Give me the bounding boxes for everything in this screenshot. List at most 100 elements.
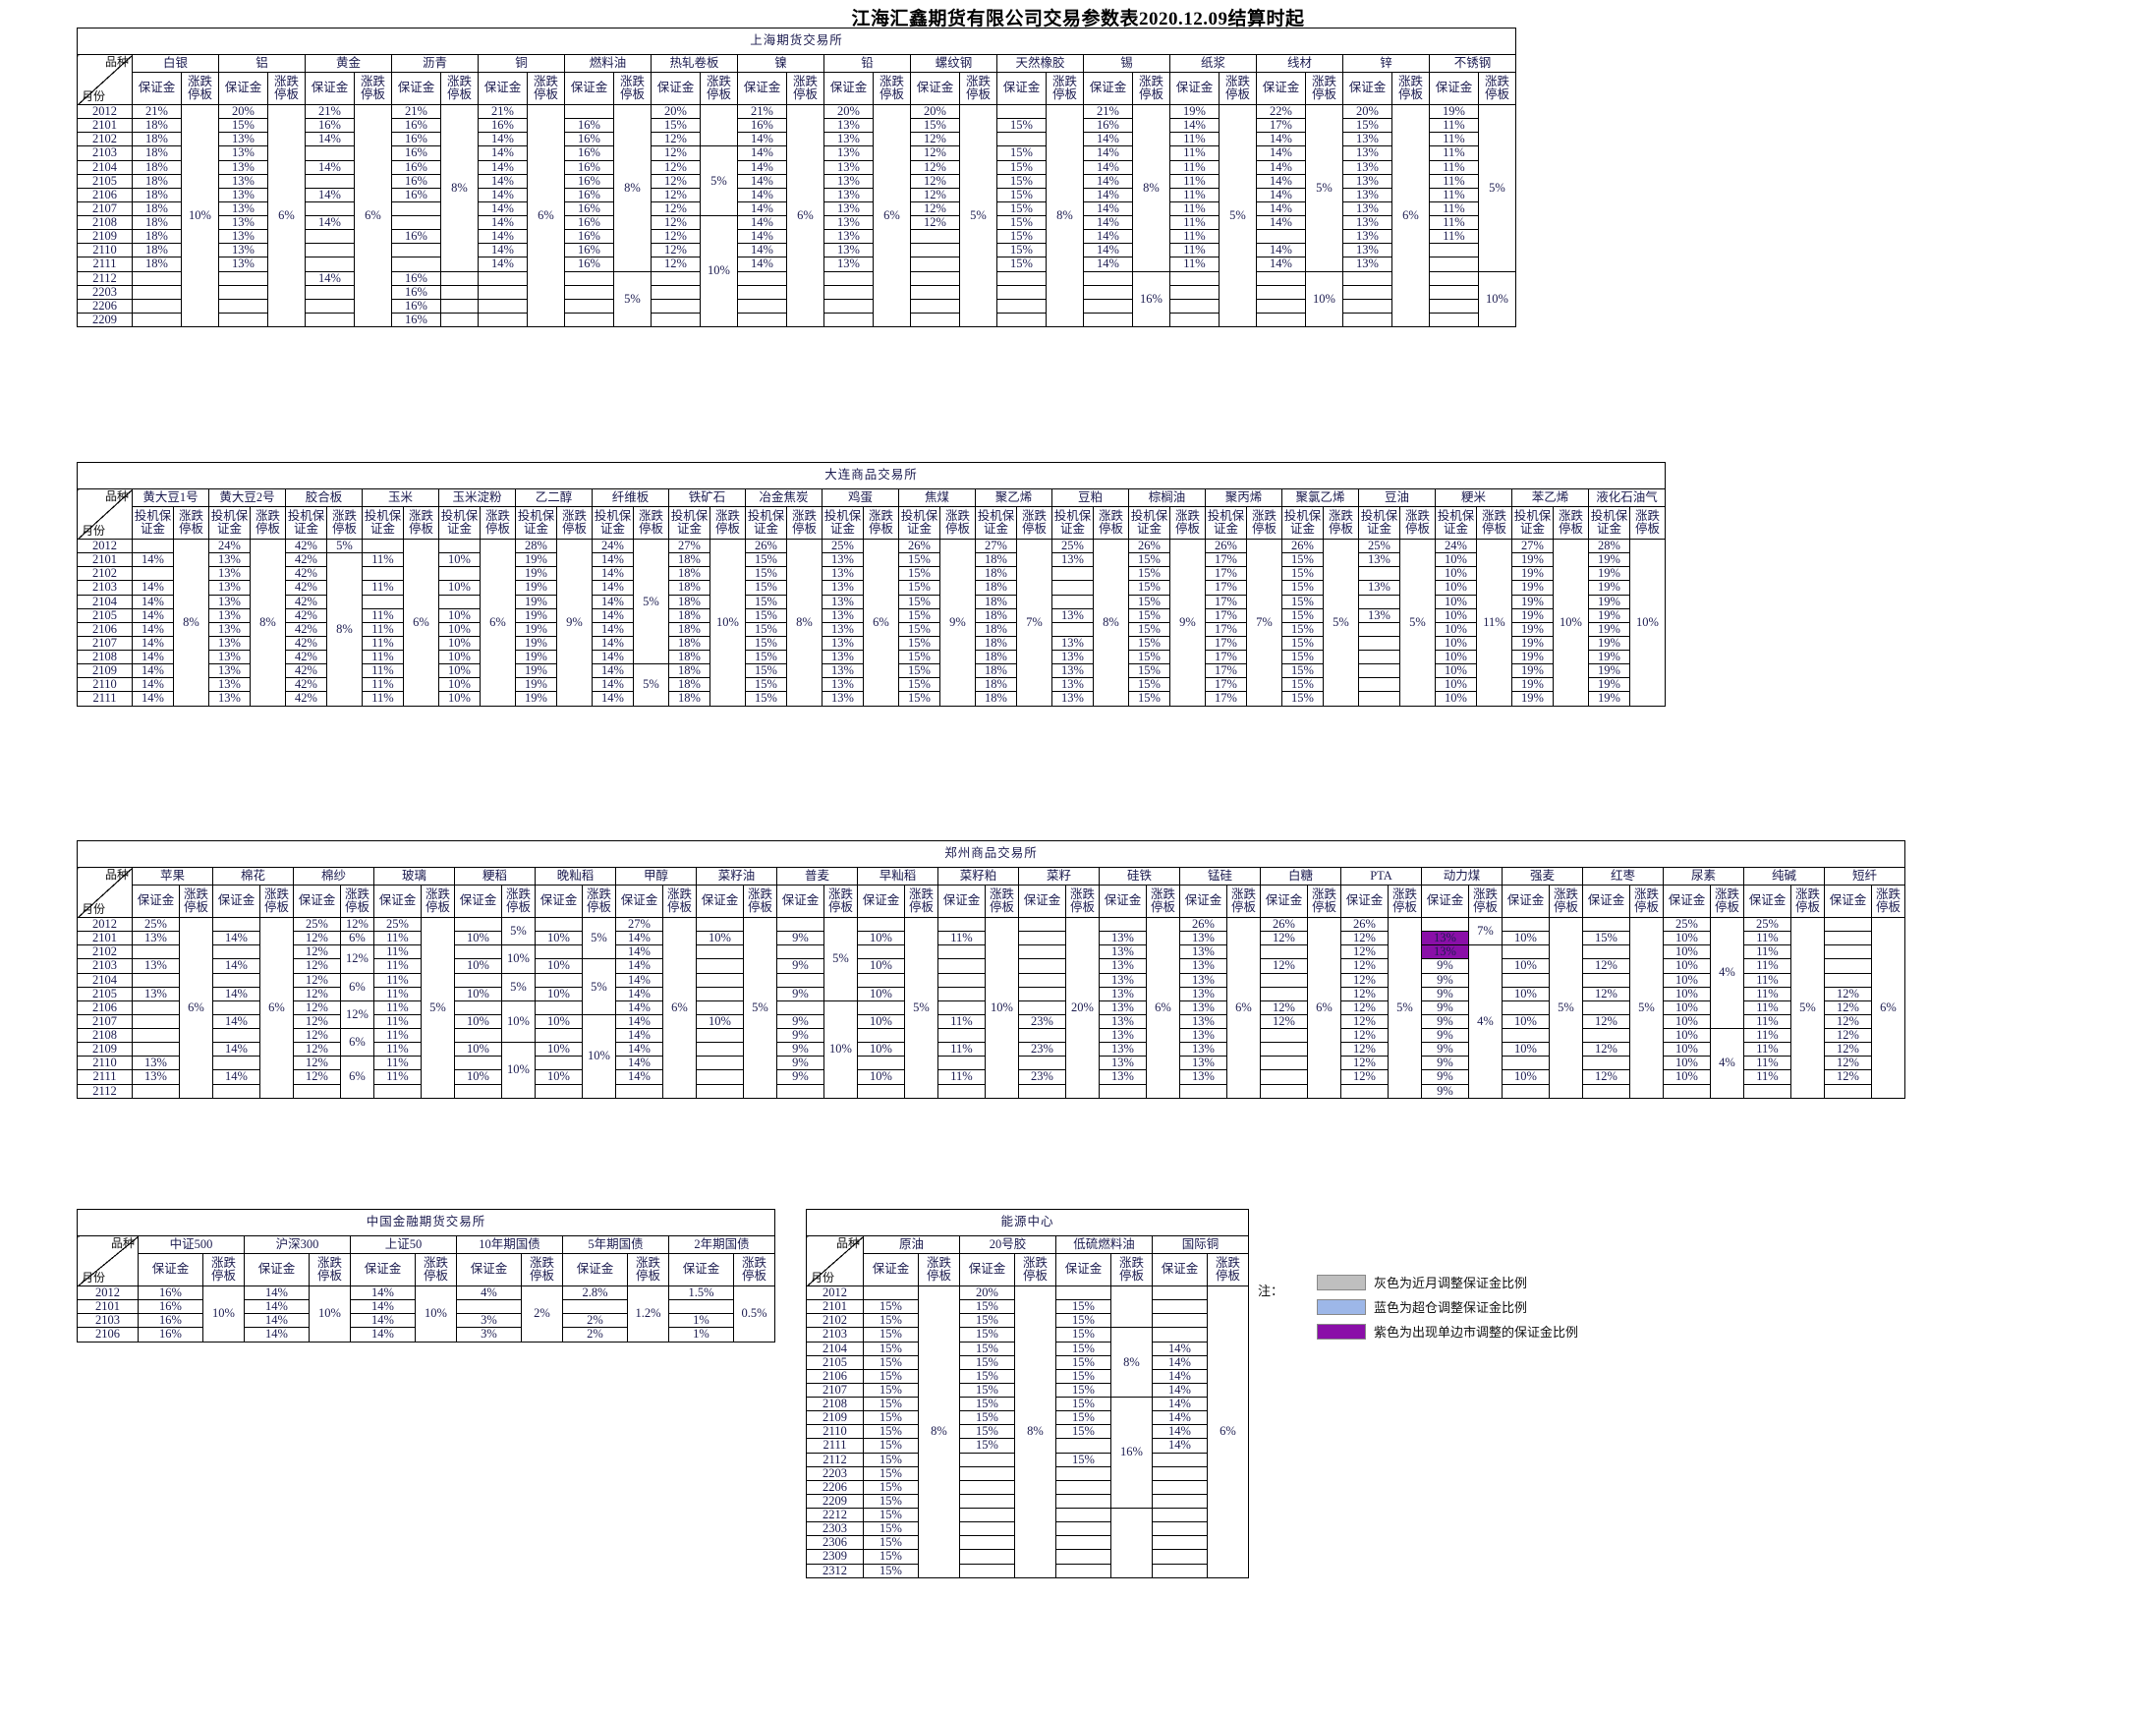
margin-cell (1152, 1563, 1208, 1578)
product-header-20: 纯碱 (1743, 867, 1825, 886)
limit-cell: 6% (1391, 104, 1430, 327)
margin-cell (1824, 944, 1872, 960)
margin-cell: 11% (362, 635, 404, 652)
limit-subheader-5: 涨跌 停板 (582, 885, 616, 918)
margin-cell: 11% (937, 1013, 986, 1030)
margin-cell: 14% (132, 691, 174, 707)
margin-cell: 11% (1429, 132, 1479, 147)
margin-cell (959, 1452, 1015, 1467)
margin-cell: 9% (776, 1027, 824, 1044)
margin-cell (1018, 958, 1066, 974)
margin-cell: 12% (1340, 986, 1389, 1001)
margin-cell (218, 312, 268, 328)
margin-cell: 13% (823, 187, 874, 202)
table-row: 2107 14% 13% 42% 11% 10% 19% 14% 18% 15% 13% 15% 18%… (77, 635, 1666, 652)
margin-cell (1342, 312, 1392, 328)
margin-cell: 10% (438, 607, 481, 623)
margin-cell: 11% (1169, 257, 1220, 272)
margin-cell: 14% (1083, 257, 1133, 272)
month-cell: 2209 (806, 1493, 864, 1510)
limit-subheader-6: 涨跌 停板 (633, 506, 669, 540)
limit-subheader-9: 涨跌 停板 (959, 72, 997, 105)
margin-cell (1055, 1521, 1111, 1537)
margin-cell: 19% (1588, 649, 1630, 665)
margin-cell: 15% (898, 594, 940, 609)
margin-cell: 9% (1421, 958, 1469, 974)
margin-cell: 17% (1205, 552, 1247, 568)
margin-cell: 9% (776, 958, 824, 974)
margin-cell: 12% (1340, 1013, 1389, 1030)
margin-subheader-9: 投机保 证金 (822, 506, 864, 540)
margin-cell: 14% (478, 243, 528, 258)
margin-cell: 25% (822, 538, 864, 554)
limit-cell: 5% (1478, 104, 1516, 272)
margin-cell: 15% (1055, 1354, 1111, 1370)
margin-cell: 27% (1511, 538, 1554, 554)
table-row: 2102 13% 42% 19% 14% 18% 15% 13% 15% 18% 15% 17% 15%… (77, 566, 1666, 582)
margin-cell: 9% (1421, 1069, 1469, 1085)
margin-cell: 18% (132, 243, 182, 258)
limit-subheader-21: 涨跌 停板 (1871, 885, 1905, 918)
limit-cell: 6% (1207, 1286, 1249, 1578)
margin-cell (776, 944, 824, 960)
margin-cell (1018, 1000, 1066, 1015)
margin-cell: 17% (1205, 663, 1247, 679)
limit-subheader-12: 涨跌 停板 (1146, 885, 1180, 918)
margin-cell (305, 257, 355, 272)
limit-subheader-1: 涨跌 停板 (309, 1253, 351, 1286)
month-cell: 2111 (806, 1438, 864, 1454)
margin-cell: 11% (1169, 214, 1220, 231)
margin-cell (1099, 916, 1147, 933)
table-row: 2203 15% (806, 1465, 1249, 1481)
product-header-1: 铝 (218, 54, 306, 73)
product-header-8: 冶金焦炭 (745, 488, 823, 507)
month-cell: 2110 (806, 1424, 864, 1440)
margin-cell: 16% (391, 270, 441, 286)
limit-cell: 7% (1246, 539, 1282, 707)
margin-subheader-1: 投机保 证金 (208, 506, 251, 540)
margin-cell: 15% (996, 257, 1047, 272)
limit-cell: 6% (267, 104, 306, 327)
margin-cell: 20% (910, 103, 960, 120)
margin-cell: 27% (668, 538, 710, 554)
product-header-12: 硅铁 (1099, 867, 1180, 886)
margin-cell: 18% (132, 132, 182, 147)
margin-cell: 13% (823, 118, 874, 134)
product-header-4: 铜 (478, 54, 565, 73)
margin-subheader-18: 保证金 (1582, 885, 1630, 918)
margin-cell (132, 538, 174, 554)
margin-cell: 16% (564, 229, 614, 245)
shfe-table: 上海期货交易所 品种 月份 白银铝黄金 沥青铜燃料油 热轧卷板镍铅螺纹钢 天然橡胶锡纸浆 线材… (77, 28, 1516, 328)
margin-cell (1260, 1083, 1308, 1099)
margin-cell: 19% (1588, 621, 1630, 637)
margin-cell: 15% (863, 1368, 919, 1384)
margin-cell: 13% (823, 173, 874, 189)
limit-subheader-6: 涨跌 停板 (700, 72, 738, 105)
ine-title: 能源中心 (806, 1209, 1249, 1236)
margin-cell: 12% (910, 132, 960, 147)
margin-cell: 11% (1429, 229, 1479, 245)
margin-cell: 11% (1743, 1042, 1791, 1057)
limit-cell: 10% (309, 1286, 351, 1343)
limit-subheader-8: 涨跌 停板 (873, 72, 911, 105)
margin-cell: 13% (1051, 635, 1094, 652)
margin-cell: 12% (1340, 1069, 1389, 1085)
table-row: 2112 9% (77, 1083, 1905, 1099)
margin-cell: 9% (1421, 1000, 1469, 1015)
margin-cell: 12% (910, 214, 960, 231)
month-cell: 2106 (77, 1327, 139, 1343)
margin-cell: 14% (305, 270, 355, 286)
margin-cell: 10% (857, 931, 905, 946)
margin-cell (564, 284, 614, 300)
margin-cell: 10% (438, 621, 481, 637)
margin-cell: 10% (438, 663, 481, 679)
table-row: 2111 15% 15% 14% (806, 1438, 1249, 1454)
ine-table-block: 能源中心 品种 月份 原油 20号胶 低硫燃料油 国际铜 保证金 涨跌 停板 保证金 涨跌 停板 保证金涨… (806, 1209, 1249, 1578)
corner-header-cell: 品种 月份 (77, 867, 133, 918)
margin-subheader-16: 投机保 证金 (1358, 506, 1400, 540)
margin-subheader-0: 保证金 (132, 72, 182, 105)
column-axis-label: 品种 (104, 489, 129, 503)
margin-cell: 14% (1256, 132, 1306, 147)
margin-cell: 10% (535, 986, 583, 1001)
